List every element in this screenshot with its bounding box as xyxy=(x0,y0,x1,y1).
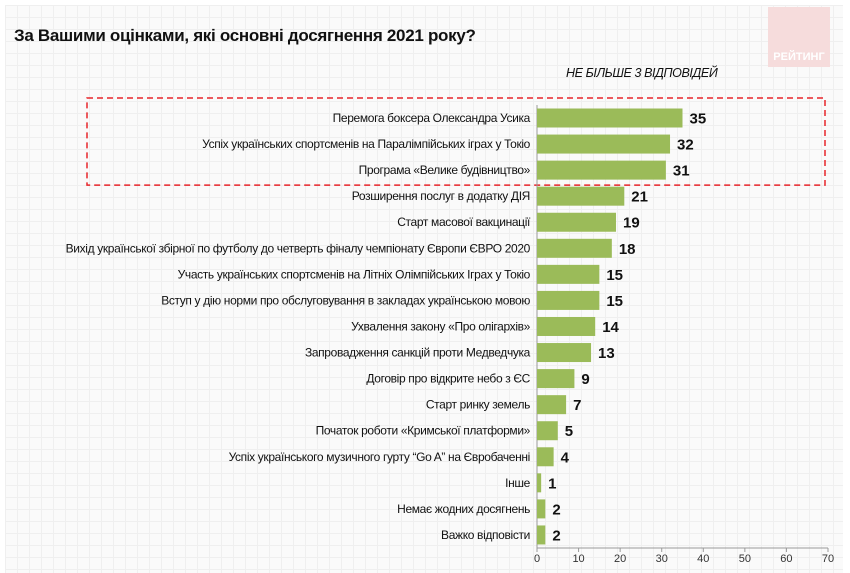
x-tick-label: 0 xyxy=(534,553,540,565)
data-label: 19 xyxy=(623,215,640,232)
bar xyxy=(537,264,600,284)
category-label: Вихід української збірної по футболу до … xyxy=(66,241,531,255)
category-label: Важко відповісти xyxy=(441,528,530,542)
data-label: 5 xyxy=(565,423,573,440)
data-label: 1 xyxy=(548,475,556,492)
chart-title: За Вашими оцінками, які основні досягнен… xyxy=(14,26,476,45)
bar xyxy=(537,186,625,206)
bar xyxy=(537,290,600,310)
category-label: Розширення послуг в додатку ДІЯ xyxy=(352,189,530,203)
data-label: 14 xyxy=(602,319,619,336)
data-label: 2 xyxy=(552,527,560,544)
data-label: 32 xyxy=(677,137,694,154)
bar xyxy=(537,134,671,154)
x-tick-label: 40 xyxy=(697,553,709,565)
category-label: Успіх українських спортсменів на Паралім… xyxy=(202,137,531,151)
x-tick-label: 50 xyxy=(739,553,751,565)
bar xyxy=(537,343,592,363)
bar xyxy=(537,525,546,545)
data-label: 15 xyxy=(606,293,623,310)
bar xyxy=(537,108,683,128)
x-tick-label: 60 xyxy=(780,553,792,565)
chart-background xyxy=(5,5,843,573)
x-tick-label: 10 xyxy=(572,553,584,565)
bar xyxy=(537,473,542,493)
category-label: Програма «Велике будівництво» xyxy=(359,163,531,177)
category-label: Запровадження санкцій проти Медведчука xyxy=(305,346,531,360)
category-label: Договір про відкрите небо з ЄС xyxy=(366,372,530,386)
x-tick-label: 70 xyxy=(822,553,834,565)
bar xyxy=(537,499,546,519)
bar xyxy=(537,447,554,467)
data-label: 15 xyxy=(606,267,623,284)
bar xyxy=(537,395,567,415)
category-label: Старт ринку земель xyxy=(426,398,530,412)
bar xyxy=(537,238,612,258)
data-label: 7 xyxy=(573,397,581,414)
x-tick-label: 30 xyxy=(656,553,668,565)
bar xyxy=(537,421,558,441)
data-label: 13 xyxy=(598,345,615,362)
rating-logo: РЕЙТИНГ xyxy=(768,7,830,67)
data-label: 2 xyxy=(552,501,560,518)
category-label: Вступ у дію норми про обслуговування в з… xyxy=(161,293,530,307)
data-label: 18 xyxy=(619,241,636,258)
data-label: 35 xyxy=(690,111,707,128)
bar xyxy=(537,369,575,389)
category-label: Інше xyxy=(505,476,531,490)
logo-text: РЕЙТИНГ xyxy=(773,51,825,63)
chart-subtitle: НЕ БІЛЬШЕ 3 ВІДПОВІДЕЙ xyxy=(566,66,718,80)
category-label: Початок роботи «Кримської платформи» xyxy=(316,424,531,438)
data-label: 31 xyxy=(673,163,690,180)
bar xyxy=(537,316,596,336)
category-label: Перемога боксера Олександра Усика xyxy=(333,111,531,125)
category-label: Ухвалення закону «Про олігархів» xyxy=(351,319,531,333)
bar xyxy=(537,212,616,232)
category-label: Участь українських спортсменів на Літніх… xyxy=(178,267,531,281)
bar xyxy=(537,160,666,180)
data-label: 4 xyxy=(561,449,570,466)
x-tick-label: 20 xyxy=(614,553,626,565)
highlight-box xyxy=(86,97,826,186)
category-label: Успіх українського музичного гурту “Go A… xyxy=(229,450,530,464)
data-label: 9 xyxy=(581,371,589,388)
category-label: Немає жодних досягнень xyxy=(397,502,530,516)
data-label: 21 xyxy=(631,189,648,206)
category-label: Старт масової вакцинації xyxy=(397,215,531,229)
